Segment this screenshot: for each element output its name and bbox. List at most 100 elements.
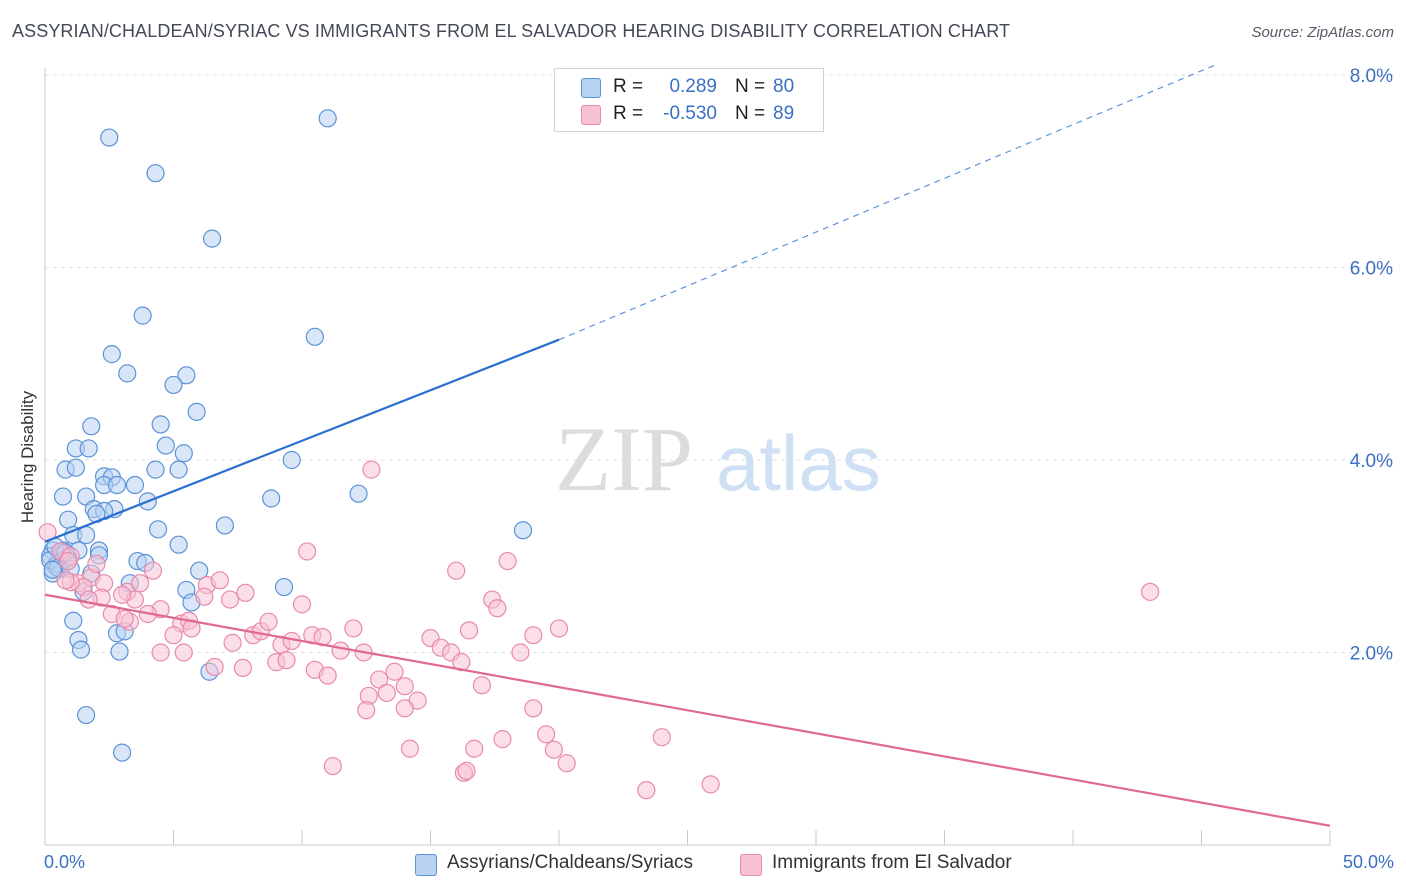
legend-row-pink: R = -0.530 N = 89: [555, 101, 823, 127]
point-blue-42: [169, 535, 188, 554]
grid-lines: [45, 74, 1393, 653]
point-pink-49: [377, 683, 396, 703]
legend-n-value: 80: [773, 76, 795, 97]
point-pink-31: [259, 612, 278, 631]
trend-extension-blue: [558, 64, 1215, 341]
point-pink-52: [385, 662, 404, 681]
point-pink-76: [400, 739, 420, 758]
point-pink-70: [524, 699, 543, 718]
point-blue-21: [169, 460, 188, 479]
point-pink-62: [472, 676, 491, 695]
point-blue-16: [174, 444, 193, 463]
point-pink-86: [56, 571, 75, 590]
y-tick-labels: 2.0% 4.0% 6.0% 8.0%: [1350, 66, 1393, 665]
point-pink-87: [79, 590, 98, 609]
point-pink-78: [457, 761, 476, 780]
trend-lines: [44, 64, 1331, 827]
axes: [44, 68, 1331, 846]
point-blue-26: [125, 475, 145, 495]
point-blue-10: [187, 402, 206, 421]
point-pink-84: [151, 643, 170, 662]
point-blue-13: [156, 436, 175, 455]
point-blue-11: [82, 417, 101, 436]
point-pink-47: [370, 670, 389, 689]
point-blue-27: [349, 484, 368, 503]
point-pink-65: [498, 551, 517, 571]
trend-line-blue: [44, 338, 560, 543]
point-pink-83: [1140, 582, 1160, 601]
point-pink-64: [488, 599, 507, 618]
point-blue-4: [133, 306, 152, 325]
trend-line-pink: [44, 593, 1331, 827]
point-blue-3: [202, 229, 222, 248]
correlation-legend: R = 0.289 N = 80 R = -0.530 N = 89: [554, 68, 824, 132]
legend-label-assyrians: Assyrians/Chaldeans/Syriacs: [447, 852, 694, 873]
point-pink-34: [292, 595, 312, 614]
y-tick-label-0: 2.0%: [1350, 644, 1393, 665]
point-pink-75: [465, 739, 484, 758]
point-blue-12: [151, 415, 170, 434]
point-blue-0: [100, 128, 119, 147]
point-pink-74: [493, 730, 512, 749]
point-blue-38: [148, 520, 168, 539]
legend-r-label: R =: [613, 76, 644, 97]
point-pink-50: [395, 677, 414, 696]
point-pink-14: [112, 585, 132, 604]
point-pink-72: [544, 740, 563, 759]
point-blue-6: [102, 345, 121, 364]
point-blue-25: [107, 475, 127, 495]
point-blue-1: [318, 109, 337, 128]
point-blue-67: [71, 640, 91, 659]
chart-source: Source: ZipAtlas.com: [1251, 24, 1394, 41]
legend-label-el-salvador: Immigrants from El Salvador: [772, 852, 1012, 873]
point-blue-2: [146, 164, 165, 183]
point-pink-27: [220, 590, 240, 609]
point-pink-80: [652, 728, 671, 747]
point-blue-30: [262, 489, 281, 508]
point-blue-79: [43, 560, 62, 579]
point-blue-39: [513, 521, 533, 540]
data-points: [38, 109, 1160, 800]
point-pink-54: [357, 701, 376, 720]
point-pink-53: [395, 699, 414, 718]
point-pink-25: [195, 587, 214, 606]
legend-r-value: 0.289: [669, 76, 717, 97]
point-blue-59: [274, 577, 294, 597]
x-tick-label-max: 50.0%: [1342, 852, 1394, 872]
legend-swatch-blue: [581, 78, 601, 98]
point-pink-55: [298, 542, 317, 561]
point-blue-5: [305, 327, 324, 346]
point-pink-40: [223, 633, 242, 652]
point-pink-3: [59, 551, 78, 571]
chart-title: ASSYRIAN/CHALDEAN/SYRIAC VS IMMIGRANTS F…: [12, 21, 1011, 41]
watermark: ZIP atlas: [555, 408, 881, 510]
point-pink-81: [637, 781, 656, 800]
point-pink-21: [182, 619, 201, 638]
point-blue-70: [77, 705, 96, 725]
point-blue-28: [53, 487, 73, 506]
point-blue-20: [146, 460, 165, 479]
point-pink-12: [143, 561, 163, 580]
point-blue-9: [164, 375, 183, 395]
legend-swatch-pink: [581, 105, 601, 125]
point-pink-28: [236, 583, 255, 602]
y-tick-label-3: 8.0%: [1350, 66, 1393, 87]
point-pink-37: [331, 641, 350, 660]
legend-r-value: -0.530: [663, 103, 717, 124]
legend-n-value: 89: [773, 103, 795, 124]
x-tick-label-min: 0.0%: [44, 852, 86, 872]
point-blue-7: [118, 364, 137, 383]
legend-swatch-pink: [740, 854, 762, 876]
point-pink-44: [277, 651, 296, 670]
point-blue-57: [190, 561, 209, 580]
point-pink-71: [537, 725, 556, 744]
point-pink-79: [323, 756, 342, 776]
point-pink-42: [233, 658, 252, 678]
point-pink-26: [210, 571, 229, 590]
point-blue-71: [112, 743, 132, 762]
y-axis-label: Hearing Disability: [18, 390, 37, 524]
point-pink-67: [524, 626, 543, 645]
watermark-atlas: atlas: [716, 419, 881, 507]
legend-n-label: N =: [735, 103, 766, 124]
